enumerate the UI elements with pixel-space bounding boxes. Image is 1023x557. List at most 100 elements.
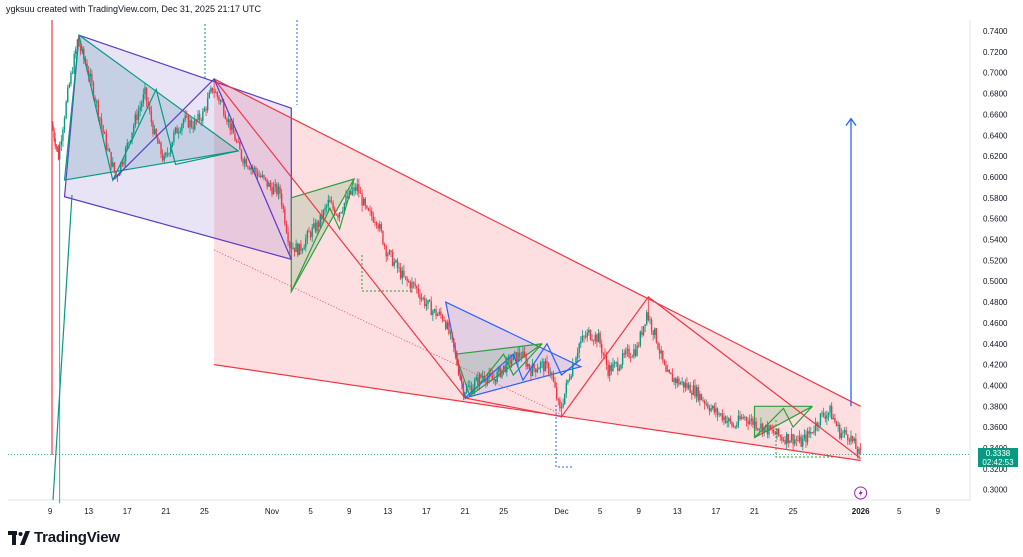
- candle-body: [160, 142, 162, 155]
- x-tick-label: 13: [383, 507, 392, 516]
- candle-body: [662, 350, 664, 361]
- candle-body: [628, 348, 630, 358]
- x-tick-label: 5: [897, 507, 902, 516]
- candle-body: [523, 351, 526, 357]
- candle-body: [449, 332, 452, 334]
- candle-body: [509, 357, 511, 365]
- candle-body: [112, 162, 114, 167]
- candle-body: [668, 370, 670, 373]
- candle-body: [179, 130, 182, 133]
- x-tick-label: 21: [161, 507, 170, 516]
- candle-body: [134, 114, 136, 126]
- candle-body: [856, 448, 859, 454]
- candle-body: [141, 103, 143, 108]
- candle-body: [663, 360, 666, 365]
- candle-body: [527, 363, 529, 367]
- candle-body: [613, 362, 616, 364]
- candle-body: [260, 175, 262, 177]
- candle-body: [771, 429, 773, 431]
- last-price-value: 0.3338: [985, 449, 1011, 458]
- red-wedge-fill: [214, 78, 861, 461]
- candle-body: [745, 417, 748, 422]
- candle-body: [785, 433, 788, 444]
- candle-body: [194, 119, 196, 130]
- candle-body: [552, 375, 555, 382]
- candle-body: [136, 114, 138, 121]
- x-tick-label: 21: [750, 507, 759, 516]
- candle-body: [559, 399, 561, 409]
- candle-body: [572, 364, 574, 376]
- candle-body: [813, 431, 815, 433]
- candle-body: [602, 352, 605, 355]
- candle-body: [387, 254, 389, 257]
- candle-body: [674, 378, 677, 384]
- candle-body: [97, 101, 99, 118]
- candle-body: [187, 115, 190, 128]
- candle-body: [597, 333, 600, 343]
- candle-body: [493, 379, 495, 381]
- candle-body: [794, 439, 796, 445]
- candle-body: [292, 247, 294, 249]
- candle-body: [391, 251, 394, 266]
- candle-body: [596, 334, 598, 343]
- candle-body: [647, 312, 650, 320]
- candle-body: [723, 416, 725, 421]
- candle-body: [638, 345, 640, 347]
- candle-body: [451, 332, 453, 339]
- candle-body: [470, 385, 473, 393]
- candle-body: [686, 383, 688, 389]
- candle-body: [591, 339, 593, 341]
- candle-body: [202, 111, 204, 121]
- candle-body: [78, 39, 80, 47]
- candle-body: [740, 417, 743, 420]
- candle-body: [388, 250, 391, 255]
- candle-body: [773, 429, 775, 434]
- candle-body: [530, 368, 532, 376]
- candle-body: [129, 140, 132, 143]
- candle-body: [398, 267, 400, 269]
- candle-body: [728, 418, 730, 422]
- candle-body: [673, 378, 675, 382]
- candle-body: [692, 385, 695, 395]
- candle-body: [237, 141, 239, 143]
- candle-body: [694, 385, 696, 397]
- candle-body: [671, 374, 674, 382]
- candle-body: [192, 126, 194, 130]
- candle-body: [261, 175, 264, 177]
- candle-body: [514, 352, 516, 355]
- x-tick-label: 17: [422, 507, 431, 516]
- candle-body: [243, 159, 246, 164]
- candle-body: [839, 424, 841, 439]
- candle-body: [100, 118, 103, 126]
- candle-body: [618, 368, 621, 371]
- candle-body: [546, 361, 548, 364]
- candle-body: [461, 378, 463, 384]
- candle-body: [298, 243, 301, 256]
- x-tick-label: 2026: [852, 507, 870, 516]
- candle-body: [343, 202, 346, 211]
- candle-body: [797, 440, 799, 442]
- candle-body: [399, 267, 402, 279]
- candle-body: [123, 161, 125, 165]
- candle-body: [264, 177, 267, 179]
- candle-body: [848, 440, 851, 442]
- candle-body: [747, 421, 749, 425]
- candle-body: [309, 232, 312, 238]
- candle-body: [168, 153, 170, 155]
- x-tick-label: 17: [711, 507, 720, 516]
- candle-body: [358, 184, 360, 194]
- candle-body: [850, 435, 852, 442]
- candle-body: [208, 92, 210, 99]
- candle-body: [280, 193, 283, 206]
- candle-body: [361, 193, 363, 206]
- candle-body: [660, 350, 662, 354]
- tradingview-brand: TradingView: [34, 529, 120, 546]
- candle-body: [716, 408, 719, 415]
- candle-body: [325, 205, 328, 208]
- x-tick-label: Dec: [554, 507, 568, 516]
- candle-body: [734, 426, 736, 428]
- candle-body: [293, 247, 296, 252]
- candle-body: [565, 383, 568, 394]
- tradingview-logo[interactable]: TradingView: [8, 529, 120, 546]
